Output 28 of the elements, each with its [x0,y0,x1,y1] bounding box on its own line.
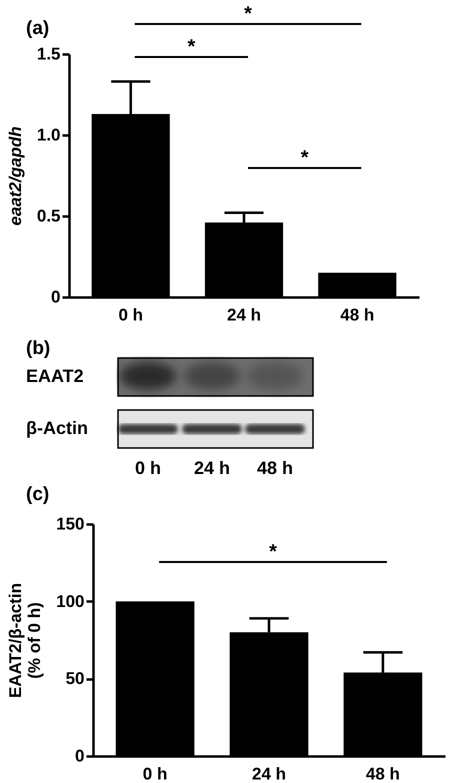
text: β-Actin [26,418,88,439]
annotation: * [187,36,196,58]
y-tick-label: 0 [51,288,60,306]
text: EAAT2 [26,366,84,387]
y-tick-label: 150 [56,514,84,534]
category-label: 48 h [256,458,294,479]
x-tick-label: 24 h [252,764,286,783]
x-tick-label: 0 h [118,306,144,324]
y-axis-title: eaat2/gapdh [6,126,25,226]
category-label: 24 h [192,458,232,479]
chart-title: (c) [26,484,50,506]
chart-title: (a) [26,18,50,40]
category-label: 0 h [134,458,162,479]
x-tick-label: 0 h [142,764,168,783]
annotation: * [300,147,309,169]
y-tick-label: 1.0 [36,126,60,144]
annotation: * [269,541,278,563]
y-tick-label: 0.5 [36,206,60,226]
y-tick-label: 0 [75,746,84,766]
x-tick-label: 48 h [366,764,400,783]
text: * [244,3,252,25]
x-tick-label: 48 h [340,306,374,324]
x-tick-label: 24 h [226,306,262,324]
text: (b) [26,338,50,360]
y-tick-label: 50 [66,669,84,688]
y-tick-label: 1.5 [36,44,60,64]
y-tick-label: 100 [56,592,84,611]
y-axis-title: EAAT2/β-actin (% of 0 h) [6,583,44,698]
